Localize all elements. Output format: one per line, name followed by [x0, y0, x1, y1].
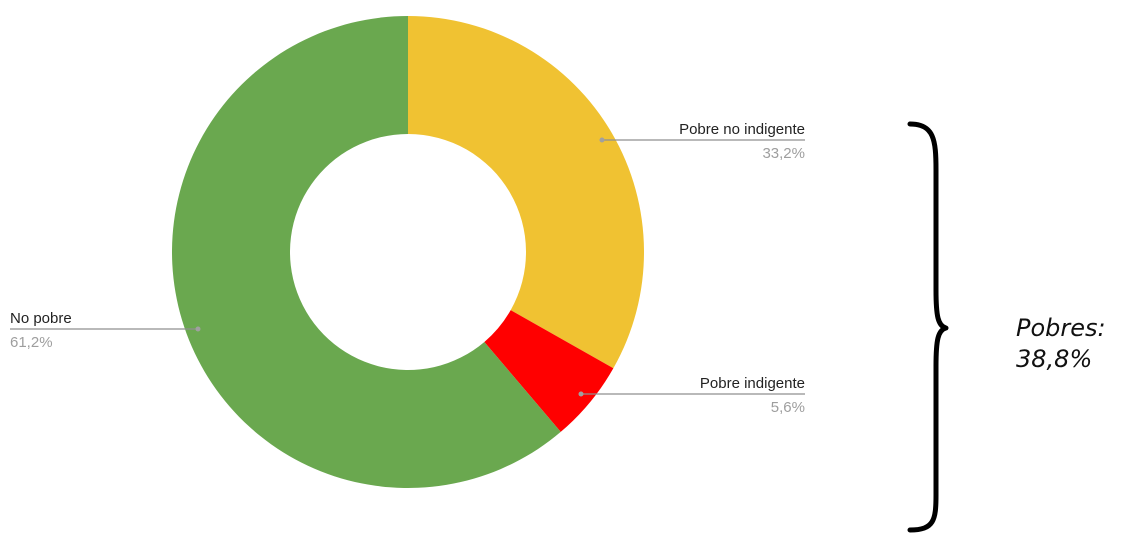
slice-pobre-indigente: [484, 310, 614, 432]
slice-label: No pobre: [10, 310, 72, 327]
poverty-total-note: Pobres: 38,8%: [1016, 313, 1106, 375]
labels-group: Pobre no indigente 33,2% Pobre indigente 5,…: [10, 121, 805, 416]
leader-dot: [578, 391, 584, 397]
slice-pobre-no-indigente: [408, 16, 644, 369]
slice-label: Pobre no indigente: [679, 121, 805, 138]
slice-value-label: 33,2%: [762, 145, 805, 162]
slices-group: [172, 16, 644, 488]
note-value: 38,8%: [1016, 345, 1093, 373]
curly-brace-icon: [907, 121, 949, 533]
leader-dot: [599, 137, 605, 143]
note-label: Pobres:: [1016, 314, 1106, 342]
slice-value-label: 5,6%: [771, 399, 805, 416]
slice-label: Pobre indigente: [700, 375, 805, 392]
slice-no-pobre: [172, 16, 561, 488]
leader-dot: [195, 326, 201, 332]
slice-value-label: 61,2%: [10, 334, 53, 351]
